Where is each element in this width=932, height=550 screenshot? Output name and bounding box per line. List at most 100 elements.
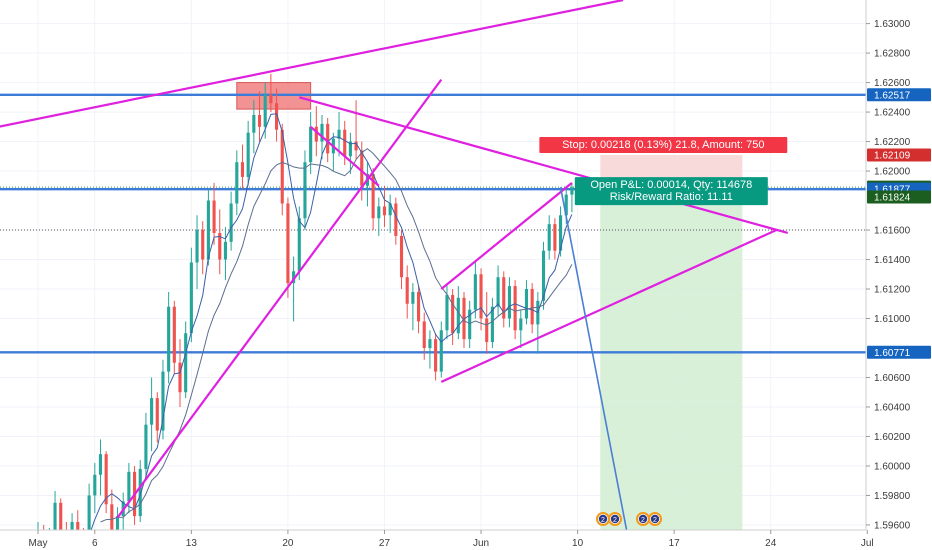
candle-body bbox=[422, 321, 426, 348]
candle-body bbox=[150, 398, 154, 425]
candle-body bbox=[309, 126, 313, 163]
candle-body bbox=[513, 286, 517, 331]
price-tick-label: 1.62600 bbox=[874, 78, 911, 89]
price-badge-label: 1.62109 bbox=[874, 150, 911, 161]
candle-body bbox=[212, 200, 216, 233]
time-tick-label: 20 bbox=[282, 538, 294, 549]
candle-body bbox=[405, 277, 409, 304]
trendline bbox=[309, 125, 380, 187]
trendline bbox=[116, 78, 443, 519]
candle-body bbox=[434, 339, 438, 372]
candle-body bbox=[428, 339, 432, 348]
price-badge[interactable]: 1.62517 bbox=[867, 88, 931, 102]
candle-body bbox=[399, 235, 404, 278]
candle-body bbox=[371, 173, 375, 219]
price-tick-label: 1.60000 bbox=[874, 461, 911, 472]
event-marker-count: 2 bbox=[613, 517, 617, 524]
candle-body bbox=[541, 250, 546, 301]
candle-body bbox=[195, 230, 199, 263]
candle-body bbox=[155, 398, 159, 431]
event-marker-dot bbox=[650, 514, 660, 524]
trendline bbox=[0, 0, 624, 128]
open-pnl-label[interactable]: Open P&L: 0.00014, Qty: 114678Risk/Rewar… bbox=[574, 177, 768, 206]
candle-body bbox=[377, 206, 381, 219]
event-marker-dot bbox=[610, 514, 620, 524]
price-tick-label: 1.59800 bbox=[874, 491, 911, 502]
candle-body bbox=[172, 306, 176, 363]
time-axis[interactable]: May 6 13 20 27 Jun 10 17 24 Jul bbox=[0, 529, 932, 550]
event-marker[interactable]: 2 bbox=[596, 512, 610, 526]
candle-body bbox=[394, 203, 398, 236]
candle-body bbox=[524, 289, 529, 319]
projection-arrow-line bbox=[559, 187, 630, 542]
candle-body bbox=[240, 162, 245, 177]
candle-body bbox=[314, 126, 318, 142]
time-tick-label: Jul bbox=[861, 538, 874, 549]
target-zone bbox=[600, 187, 743, 545]
time-tick-label: 10 bbox=[572, 538, 584, 549]
candle-body bbox=[98, 454, 103, 475]
stop-label[interactable]: Stop: 0.00218 (0.13%) 21.8, Amount: 750 bbox=[539, 136, 788, 153]
price-tick-label: 1.62200 bbox=[874, 137, 911, 148]
candle-body bbox=[127, 471, 131, 502]
price-tick-label: 1.61600 bbox=[874, 226, 911, 237]
candle-body bbox=[303, 162, 307, 219]
candle-body bbox=[570, 187, 574, 195]
candle-body bbox=[167, 306, 171, 372]
price-badge-label: 1.61824 bbox=[874, 192, 911, 203]
price-badge-label: 1.61877 bbox=[874, 185, 911, 196]
price-tick-label: 1.60400 bbox=[874, 402, 911, 413]
open-pnl-label-text: Risk/Reward Ratio: 11.11 bbox=[610, 191, 733, 203]
price-badge-label: 1.60771 bbox=[874, 348, 911, 359]
moving-averages bbox=[60, 113, 573, 546]
candle-body bbox=[507, 286, 512, 319]
price-tick-label: 1.62800 bbox=[874, 49, 911, 60]
price-badge[interactable]: 1.62109 bbox=[867, 148, 931, 162]
moving-average-fast bbox=[60, 113, 573, 546]
time-tick-label: May bbox=[29, 538, 48, 549]
candle-body bbox=[201, 230, 205, 260]
price-badge[interactable]: 1.60771 bbox=[867, 345, 931, 359]
candle-body bbox=[439, 330, 443, 372]
candle-body bbox=[354, 141, 358, 151]
event-marker-count: 2 bbox=[653, 517, 657, 524]
event-markers[interactable]: 2 2 2 2 bbox=[596, 512, 662, 526]
candle-body bbox=[360, 150, 364, 186]
trendlines bbox=[0, 0, 789, 519]
candle-body bbox=[490, 306, 494, 343]
price-tick-label: 1.62400 bbox=[874, 108, 911, 119]
candle-body bbox=[297, 218, 301, 272]
candle-body bbox=[263, 94, 267, 127]
candle-body bbox=[252, 115, 256, 133]
trendline bbox=[440, 229, 777, 383]
candle-body bbox=[87, 495, 91, 550]
price-axis[interactable]: 1.63000 1.62800 1.62600 1.62400 1.62200 1.620… bbox=[865, 0, 932, 550]
candle-body bbox=[411, 291, 415, 304]
event-marker[interactable]: 2 bbox=[636, 512, 650, 526]
candle-body bbox=[280, 129, 284, 204]
candle-body bbox=[337, 129, 341, 139]
candle-body bbox=[274, 103, 279, 130]
price-badge-bg bbox=[867, 148, 931, 162]
price-badge[interactable]: 1.61824 bbox=[867, 190, 931, 204]
event-marker-count: 2 bbox=[601, 517, 605, 524]
candle-body bbox=[184, 333, 188, 393]
candle-body bbox=[53, 502, 57, 537]
time-tick-label: 13 bbox=[186, 538, 198, 549]
price-tick-label: 1.62000 bbox=[874, 167, 911, 178]
candle-body bbox=[416, 291, 421, 322]
candle-body bbox=[502, 277, 506, 319]
candle-body bbox=[320, 123, 324, 142]
candle-body bbox=[104, 454, 108, 505]
candle-body bbox=[382, 206, 387, 216]
candle-body bbox=[343, 129, 347, 157]
price-tick-label: 1.61400 bbox=[874, 255, 911, 266]
event-marker-dot bbox=[638, 514, 648, 524]
stop-label-text: Stop: 0.00218 (0.13%) 21.8, Amount: 750 bbox=[562, 139, 764, 151]
candle-body bbox=[286, 203, 290, 284]
time-axis-panel bbox=[0, 530, 932, 550]
event-marker[interactable]: 2 bbox=[608, 512, 622, 526]
candle-body bbox=[479, 274, 483, 319]
event-marker[interactable]: 2 bbox=[648, 512, 662, 526]
